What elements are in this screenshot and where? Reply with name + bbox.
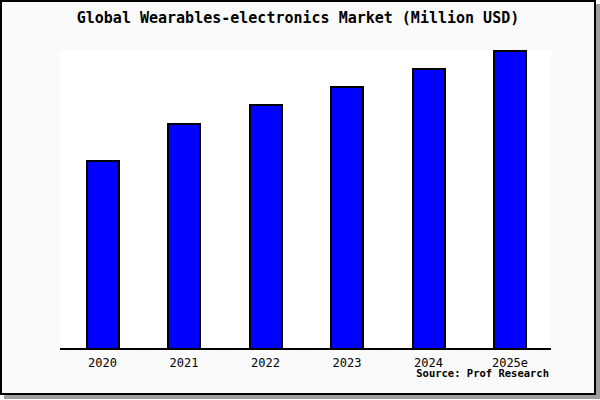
x-tick-label-2025e: 2025e	[465, 356, 555, 370]
x-tick-label-2021: 2021	[139, 356, 229, 370]
bar-2020	[86, 160, 120, 348]
x-tick-label-2023: 2023	[302, 356, 392, 370]
x-tick-label-2024: 2024	[384, 356, 474, 370]
chart-title: Global Wearables-electronics Market (Mil…	[2, 9, 594, 27]
bar-2024	[412, 68, 446, 348]
bar-2023	[330, 86, 364, 348]
plot-area	[60, 50, 551, 350]
bar-2025e	[493, 50, 527, 348]
bar-2022	[249, 104, 283, 348]
x-tick-label-2022: 2022	[221, 356, 311, 370]
x-tick-label-2020: 2020	[58, 356, 148, 370]
chart-frame: Global Wearables-electronics Market (Mil…	[0, 0, 596, 395]
bar-2021	[167, 123, 201, 348]
